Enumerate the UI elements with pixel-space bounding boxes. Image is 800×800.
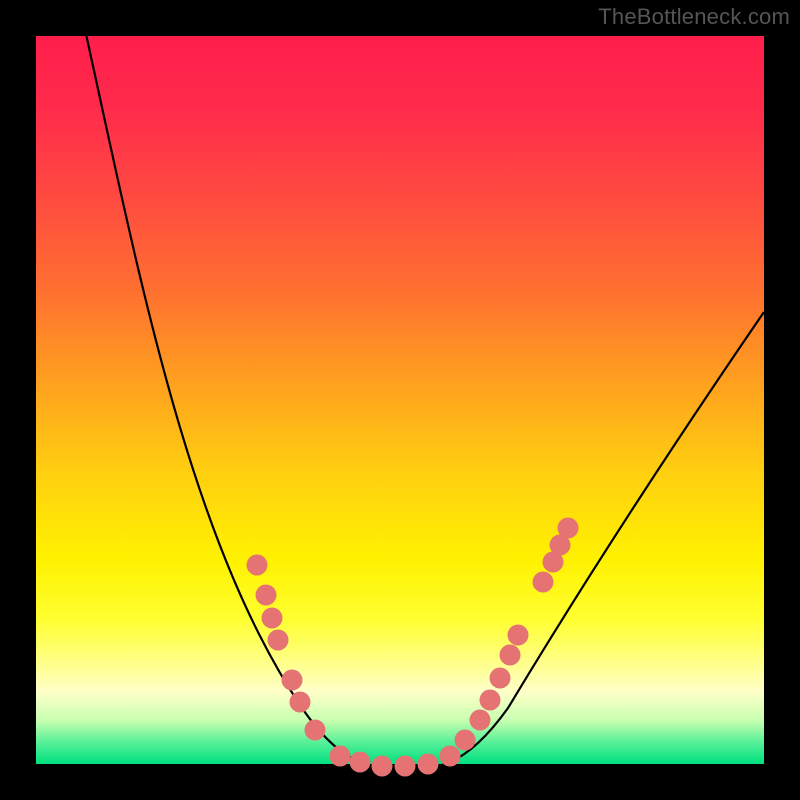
bottleneck-chart xyxy=(0,0,800,800)
marker-point xyxy=(558,518,579,539)
marker-point xyxy=(508,625,529,646)
marker-point xyxy=(395,756,416,777)
marker-point xyxy=(480,690,501,711)
marker-point xyxy=(350,752,371,773)
marker-point xyxy=(256,585,277,606)
marker-point xyxy=(330,746,351,767)
marker-point xyxy=(500,645,521,666)
marker-point xyxy=(440,746,461,767)
marker-point xyxy=(418,754,439,775)
marker-point xyxy=(262,608,283,629)
marker-point xyxy=(247,555,268,576)
marker-point xyxy=(533,572,554,593)
watermark-text: TheBottleneck.com xyxy=(598,4,790,30)
marker-point xyxy=(470,710,491,731)
marker-point xyxy=(282,670,303,691)
marker-point xyxy=(290,692,311,713)
marker-point xyxy=(490,668,511,689)
chart-container: TheBottleneck.com xyxy=(0,0,800,800)
marker-point xyxy=(305,720,326,741)
plot-area xyxy=(36,36,764,764)
marker-point xyxy=(268,630,289,651)
marker-point xyxy=(455,730,476,751)
marker-point xyxy=(372,756,393,777)
